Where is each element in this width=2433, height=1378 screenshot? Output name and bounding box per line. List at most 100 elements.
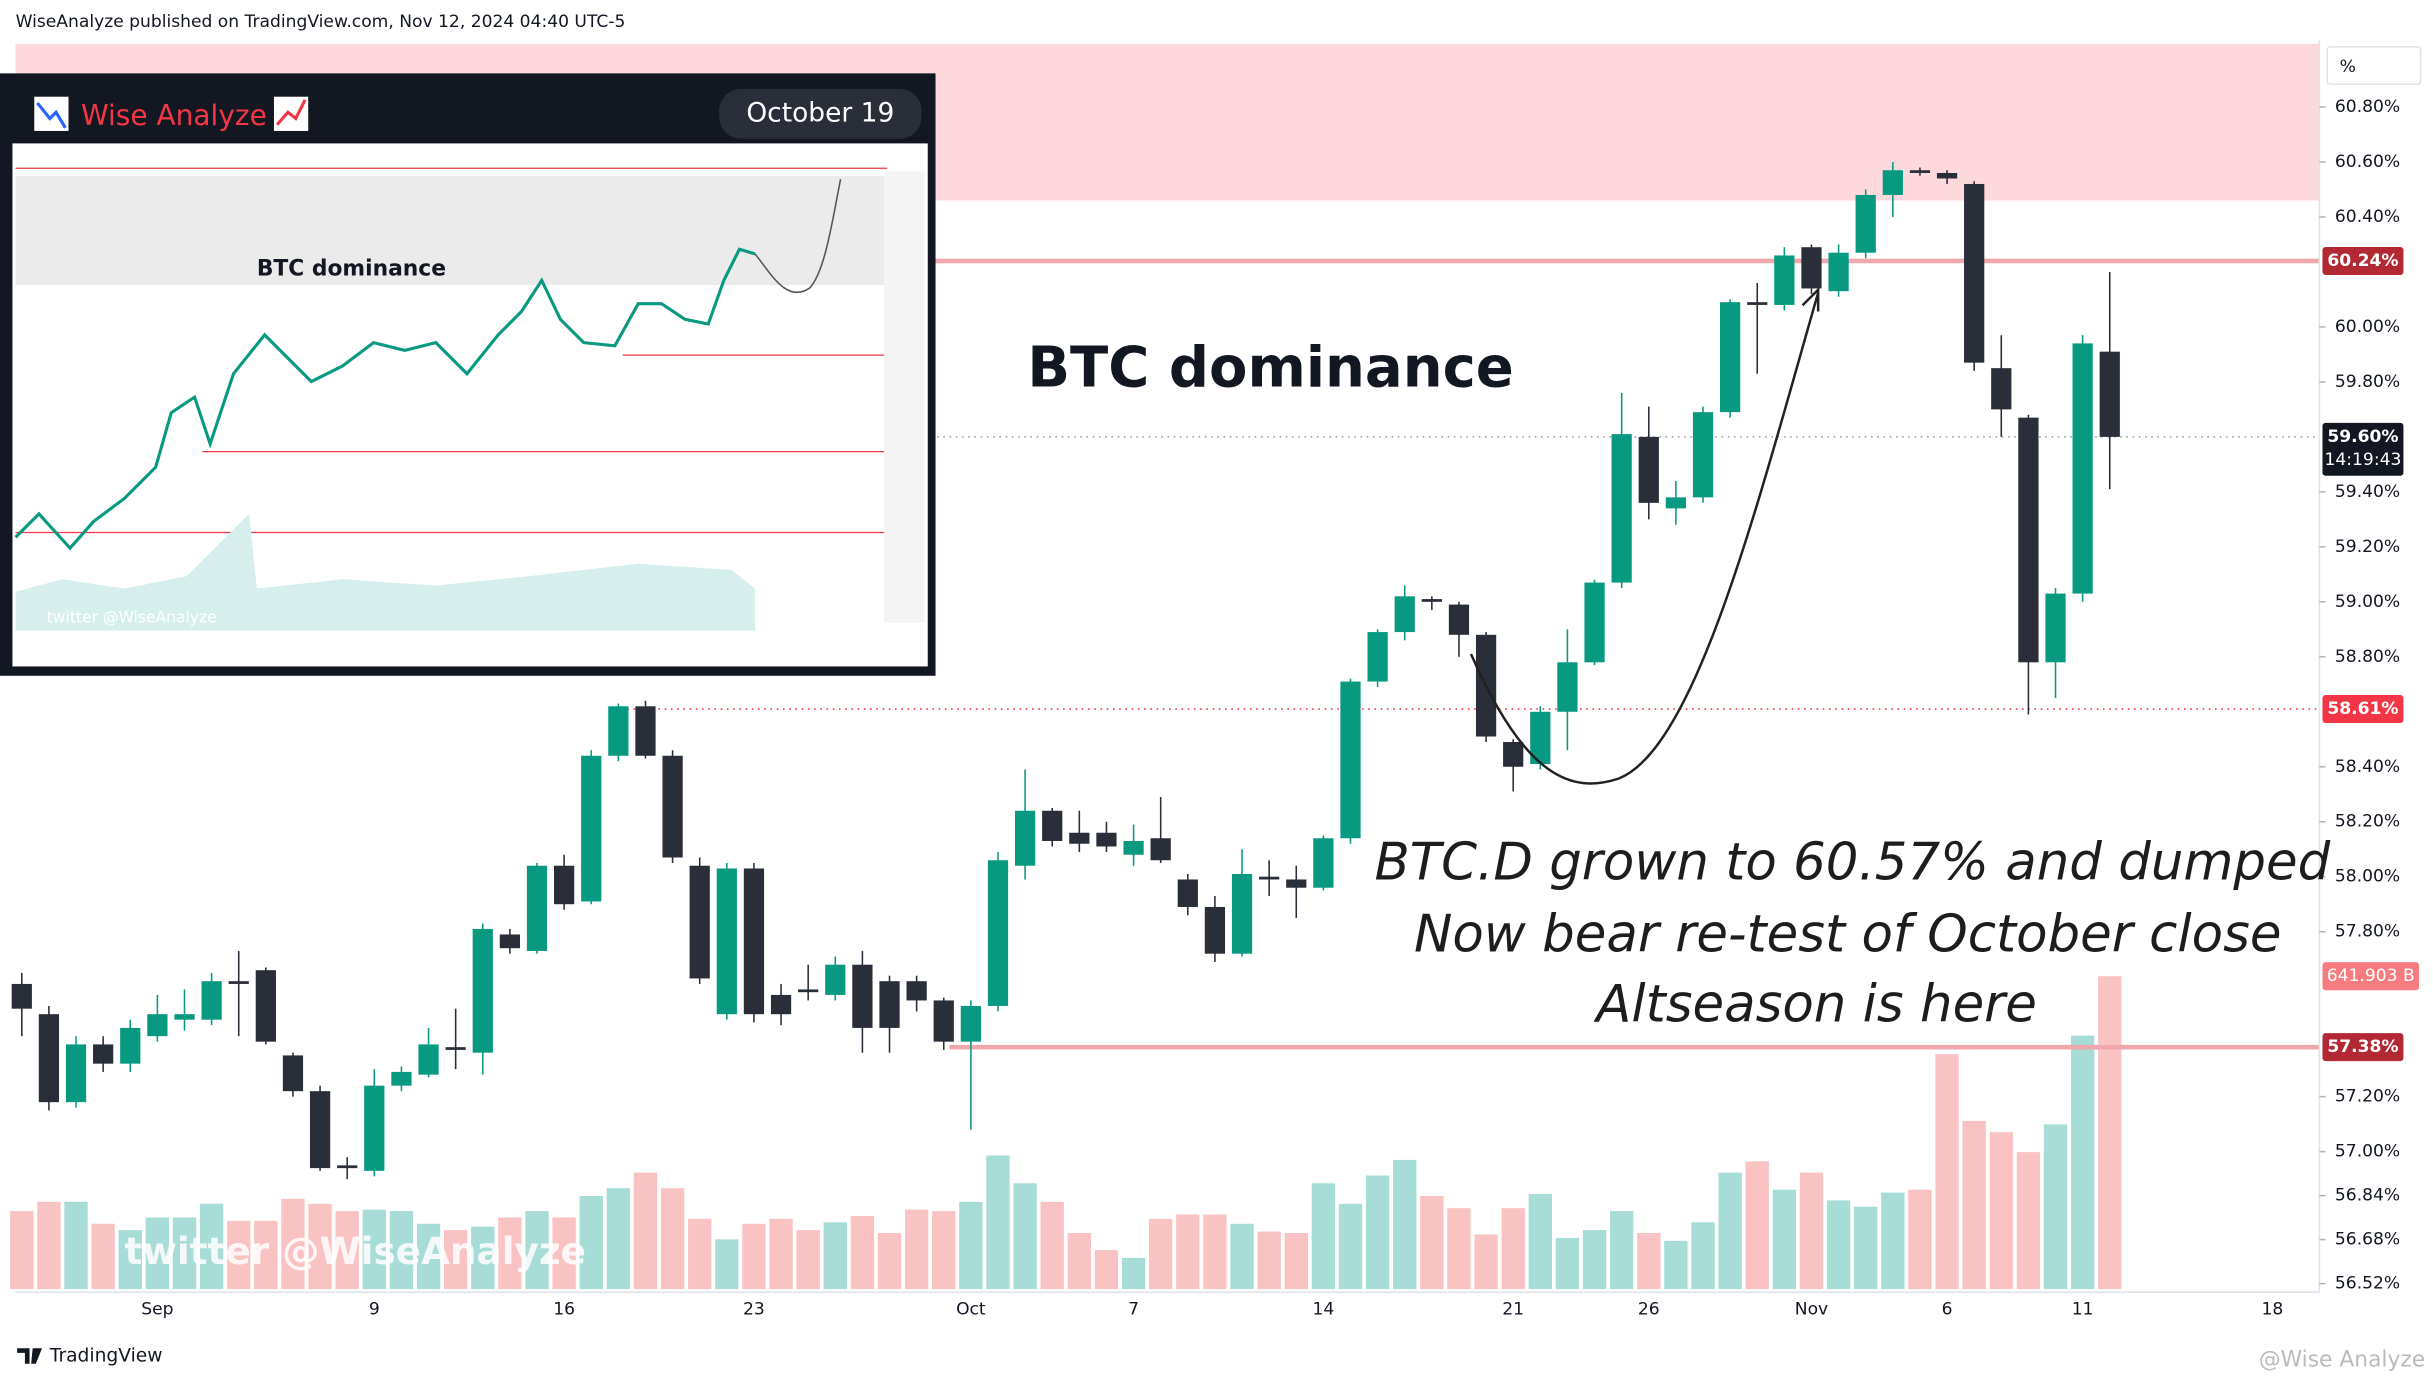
volume-bar xyxy=(362,1209,386,1290)
price-badge-label: 57.38% xyxy=(2327,1037,2398,1057)
volume-bar xyxy=(172,1217,197,1290)
volume-bar xyxy=(1799,1172,1824,1290)
volume-bar xyxy=(877,1233,902,1290)
volume-bar xyxy=(959,1201,983,1290)
candle-body xyxy=(472,928,493,1053)
volume-bar xyxy=(1203,1214,1227,1290)
logo xyxy=(17,1348,43,1364)
volume-bar xyxy=(688,1218,712,1290)
candle-body xyxy=(282,1055,304,1092)
volume-bar xyxy=(850,1215,875,1290)
candle-body xyxy=(1855,194,1876,253)
volume-bar xyxy=(904,1209,929,1290)
candle-body xyxy=(581,755,602,902)
volume-bar xyxy=(715,1239,739,1290)
candle-body xyxy=(499,934,521,949)
volume-bar xyxy=(1745,1161,1769,1290)
x-tick-label: 11 xyxy=(2072,1299,2094,1319)
volume-bar xyxy=(1176,1214,1200,1290)
volume-bar xyxy=(1718,1172,1742,1290)
volume-bar xyxy=(199,1203,224,1290)
watermark: twitter @WiseAnalyze xyxy=(125,1229,586,1273)
y-tick-label: 59.00% xyxy=(2335,592,2400,612)
chart-title: BTC dominance xyxy=(1027,335,1513,400)
volume-bar xyxy=(1582,1230,1607,1290)
candle-body xyxy=(743,868,765,1015)
arrow xyxy=(1469,292,1820,785)
annotation: Altseason is here xyxy=(1593,974,2037,1034)
candle-body xyxy=(174,1014,195,1020)
candle-body xyxy=(147,1014,168,1037)
credit: @Wise Analyze xyxy=(2259,1348,2425,1373)
candle-body xyxy=(1042,810,1063,841)
y-tick-label: 58.00% xyxy=(2335,867,2400,887)
volume-bar xyxy=(633,1172,658,1290)
x-tick-label: 14 xyxy=(1312,1299,1334,1319)
candle-body xyxy=(1638,436,1659,503)
volume-bar xyxy=(1555,1237,1580,1290)
inset-sketch xyxy=(14,247,756,551)
candle-body xyxy=(1231,873,1253,954)
unit-box xyxy=(2326,46,2422,86)
candle-body xyxy=(526,865,548,951)
volume-bar xyxy=(1637,1233,1661,1290)
icon xyxy=(36,101,67,129)
candle-body xyxy=(1096,832,1117,847)
volume-bar xyxy=(91,1223,115,1290)
volume-bar xyxy=(1121,1257,1146,1290)
candle-body xyxy=(1367,632,1388,682)
volume-bar xyxy=(1908,1189,1932,1290)
inset-axis xyxy=(884,171,925,623)
volume-bar xyxy=(552,1217,576,1290)
candle-body xyxy=(1665,497,1687,509)
candle-body xyxy=(1204,906,1226,954)
candle-body xyxy=(228,981,249,984)
candle-body xyxy=(11,983,32,1009)
candle-body xyxy=(1123,840,1144,855)
candle-body xyxy=(120,1027,141,1064)
volume-bar xyxy=(742,1223,766,1290)
brand: Wise Analyze xyxy=(81,99,267,132)
inset-watermark: twitter @WiseAnalyze xyxy=(47,609,217,627)
volume-bar xyxy=(308,1203,332,1290)
inset-date: October 19 xyxy=(746,97,894,128)
volume-bar xyxy=(1881,1192,1905,1290)
candle-body xyxy=(65,1044,87,1103)
candle-body xyxy=(1909,170,1931,173)
volume-bar xyxy=(1040,1201,1064,1290)
volume-bar xyxy=(389,1211,414,1290)
y-tick-label: 58.80% xyxy=(2335,647,2400,667)
candle-body xyxy=(93,1044,114,1064)
volume-bar xyxy=(1935,1054,1959,1290)
y-tick-label: 56.68% xyxy=(2335,1230,2400,1250)
volume-bar xyxy=(606,1188,631,1290)
candle-body xyxy=(1259,876,1280,880)
candle-body xyxy=(337,1165,358,1169)
candle-body xyxy=(689,865,710,979)
candle-body xyxy=(879,981,900,1028)
volume-bar xyxy=(1528,1194,1552,1290)
volume-bar xyxy=(1989,1132,2013,1290)
candle-body xyxy=(1828,252,1849,292)
candle-body xyxy=(906,981,927,1001)
inset-volume-sketch xyxy=(15,513,755,631)
volume-bar xyxy=(1013,1183,1037,1290)
y-tick-label: 58.40% xyxy=(2335,757,2400,777)
x-tick-label: 18 xyxy=(2262,1299,2284,1319)
candle-body xyxy=(1150,838,1171,861)
volume-bar xyxy=(471,1226,495,1290)
annotation: Now bear re-test of October close xyxy=(1414,904,2281,964)
volume-bar xyxy=(769,1218,793,1290)
candle-body xyxy=(716,868,737,1015)
volume-bar xyxy=(1962,1120,1986,1290)
volume-bar xyxy=(227,1220,251,1290)
candle-body xyxy=(201,981,222,1020)
y-tick-label: 57.00% xyxy=(2335,1142,2400,1162)
y-tick-label: 59.80% xyxy=(2335,372,2400,392)
candle-body xyxy=(960,1005,981,1042)
candle-body xyxy=(608,706,629,756)
candle-body xyxy=(1991,368,2012,410)
candle-body xyxy=(38,1014,60,1103)
volume-bar xyxy=(498,1217,522,1290)
